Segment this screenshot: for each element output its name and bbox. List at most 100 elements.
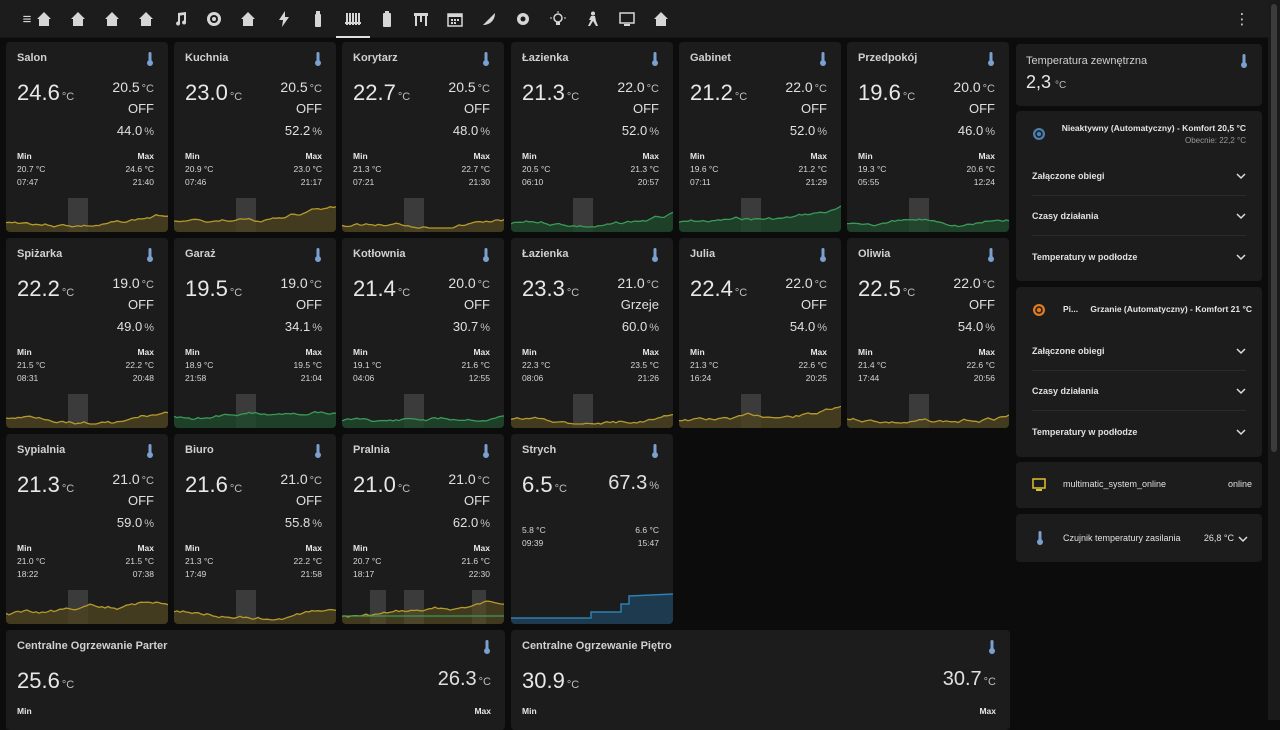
supply-temperature-card[interactable]: Czujnik temperatury zasilania 26,8 °C [1016, 514, 1262, 562]
current-temperature: 23.0 °C [185, 80, 243, 105]
card-title: Biuro [185, 444, 214, 456]
heating-mode: OFF [296, 297, 322, 312]
card-title: Kotłownia [353, 248, 406, 260]
temperature-history-graph [511, 394, 673, 428]
sensor-card-5[interactable]: Gabinet 21.2 °C 22.0 °C OFF 52.0% Min 19.6 °C 07:… [679, 42, 841, 232]
radiator-icon[interactable] [336, 0, 370, 38]
expander-czasy-dzialania[interactable]: Czasy działania [1032, 196, 1246, 236]
temperature-history-graph [847, 394, 1009, 428]
music-icon[interactable] [163, 0, 197, 38]
temperature-history-graph [6, 590, 168, 624]
card-title: Sypialnia [17, 444, 66, 456]
thermometer-icon [651, 248, 659, 267]
menu-icon[interactable]: ≡ [22, 10, 32, 28]
expander-zalaczone-obiegi[interactable]: Załączone obiegi [1032, 156, 1246, 196]
sensor-card-6[interactable]: Przedpokój 19.6 °C 20.0 °C OFF 46.0% Min 19.3 °C… [847, 42, 1009, 232]
current-temperature: 22.7 °C [353, 80, 411, 105]
sensor-card-co-pietro[interactable]: Centralne Ogrzewanie Piętro 30.9 °C 30.7 °… [511, 630, 1010, 730]
temperature-history-graph [342, 590, 504, 624]
chevron-down-icon [1236, 212, 1246, 219]
expander-temperatury-w-podlodze[interactable]: Temperatury w podłodze [1032, 412, 1246, 452]
sensor-card-4[interactable]: Łazienka 21.3 °C 22.0 °C OFF 52.0% Min 20.5 °C 06… [511, 42, 673, 232]
calendar-icon[interactable] [438, 0, 472, 38]
home-icon-3[interactable] [95, 0, 129, 38]
chevron-down-icon [1236, 429, 1246, 436]
sensor-card-3[interactable]: Korytarz 22.7 °C 20.5 °C OFF 48.0% Min 21.3 °C 07… [342, 42, 504, 232]
page-scrollbar[interactable] [1268, 0, 1280, 720]
zone-2-status: Grzanie (Automatyczny) - Komfort 21 °C [1090, 304, 1252, 314]
humidity-value: 48.0% [452, 123, 490, 138]
sensor-card-11[interactable]: Julia 22.4 °C 22.0 °C OFF 54.0% Min 21.3 °C 16:24… [679, 238, 841, 428]
thermometer-icon [987, 52, 995, 71]
sensor-card-co-parter[interactable]: Centralne Ogrzewanie Parter 25.6 °C 26.3 °… [6, 630, 505, 730]
heating-zone-2-card: Pi... Grzanie (Automatyczny) - Komfort 2… [1016, 287, 1262, 457]
temperature-history-graph [6, 394, 168, 428]
gear-icon[interactable] [506, 0, 540, 38]
humidity-value: 52.0% [621, 123, 659, 138]
home-icon-4[interactable] [129, 0, 163, 38]
chevron-down-icon [1236, 347, 1246, 354]
humidity-value: 34.1% [284, 319, 322, 334]
home-icon-2[interactable] [61, 0, 95, 38]
current-temperature: 22.5 °C [858, 276, 916, 301]
sensor-card-strych[interactable]: Strych 6.5 °C 67.3% 5.8 °C 09:39 6.6 °C 15:… [511, 434, 673, 624]
temperature-history-graph [174, 198, 336, 232]
thermometer-icon [819, 248, 827, 267]
outdoor-temperature-card[interactable]: Temperatura zewnętrzna 2,3 °C [1016, 44, 1262, 106]
card-title: Julia [690, 248, 716, 260]
chevron-down-icon[interactable] [1238, 534, 1248, 544]
home-icon-1[interactable] [27, 0, 61, 38]
thermometer-icon [482, 444, 490, 463]
thermometer-icon [988, 640, 996, 659]
sensor-card-1[interactable]: Salon 24.6 °C 20.5 °C OFF 44.0% Min 20.7 °C 07:47… [6, 42, 168, 232]
thermometer-icon [314, 52, 322, 71]
thermometer-icon [651, 444, 659, 463]
secondary-temperature: 26.3 °C [437, 668, 491, 690]
zone-2-prefix: Pi... [1063, 304, 1079, 314]
plant-icon[interactable] [472, 0, 506, 38]
lightning-icon[interactable] [267, 0, 301, 38]
target-icon[interactable] [197, 0, 231, 38]
bottle-icon[interactable] [301, 0, 335, 38]
outdoor-title: Temperatura zewnętrzna [1026, 55, 1148, 67]
sensor-card-7[interactable]: Spiżarka 22.2 °C 19.0 °C OFF 49.0% Min 21.5 °C 08… [6, 238, 168, 428]
sensor-card-12[interactable]: Oliwia 22.5 °C 22.0 °C OFF 54.0% Min 21.4 °C 17:4… [847, 238, 1009, 428]
more-options-icon[interactable]: ⋮ [1234, 11, 1250, 28]
heating-mode: OFF [969, 297, 995, 312]
lightbulb-icon[interactable] [541, 0, 575, 38]
flag-house-icon[interactable] [231, 0, 265, 38]
person-icon[interactable] [576, 0, 610, 38]
sensor-card-8[interactable]: Garaż 19.5 °C 19.0 °C OFF 34.1% Min 18.9 °C 21:58… [174, 238, 336, 428]
sensor-card-14[interactable]: Biuro 21.6 °C 21.0 °C OFF 55.8% Min 21.3 °C 17:49… [174, 434, 336, 624]
sensor-card-10[interactable]: Łazienka 23.3 °C 21.0 °C Grzeje 60.0% Min 22.3 °… [511, 238, 673, 428]
system-online-card[interactable]: multimatic_system_online online [1016, 462, 1262, 508]
home-icon-5[interactable] [644, 0, 678, 38]
humidity-value: 54.0% [789, 319, 827, 334]
expander-zalaczone-obiegi[interactable]: Załączone obiegi [1032, 331, 1246, 371]
current-temperature: 21.4 °C [353, 276, 411, 301]
battery-icon[interactable] [370, 0, 404, 38]
heating-mode: OFF [296, 101, 322, 116]
scrollbar-thumb[interactable] [1271, 4, 1277, 452]
thermometer-icon [987, 248, 995, 267]
sensor-card-9[interactable]: Kotłownia 21.4 °C 20.0 °C OFF 30.7% Min 19.1 °C 0… [342, 238, 504, 428]
expander-czasy-dzialania[interactable]: Czasy działania [1032, 371, 1246, 411]
sensor-card-15[interactable]: Pralnia 21.0 °C 21.0 °C OFF 62.0% Min 20.7 °C 18:… [342, 434, 504, 624]
gate-icon[interactable] [404, 0, 438, 38]
zone-1-current: Obecnie: 22,2 °C [1184, 136, 1246, 145]
sensor-card-13[interactable]: Sypialnia 21.3 °C 21.0 °C OFF 59.0% Min 21.0 °C 1… [6, 434, 168, 624]
target-temperature: 22.0 °C [953, 275, 995, 291]
chevron-down-icon [1236, 387, 1246, 394]
target-temperature: 21.0 °C [448, 471, 490, 487]
card-title: Garaż [185, 248, 216, 260]
thermometer-icon [483, 640, 491, 659]
sensor-card-2[interactable]: Kuchnia 23.0 °C 20.5 °C OFF 52.2% Min 20.9 °C 07:… [174, 42, 336, 232]
heating-mode: OFF [128, 297, 154, 312]
humidity-value: 54.0% [957, 319, 995, 334]
heating-mode: OFF [969, 101, 995, 116]
expander-temperatury-w-podlodze[interactable]: Temperatury w podłodze [1032, 237, 1246, 277]
temperature-history-graph [511, 593, 673, 624]
thermometer-icon [146, 444, 154, 463]
target-temperature: 20.5 °C [112, 79, 154, 95]
monitor-icon[interactable] [610, 0, 644, 38]
